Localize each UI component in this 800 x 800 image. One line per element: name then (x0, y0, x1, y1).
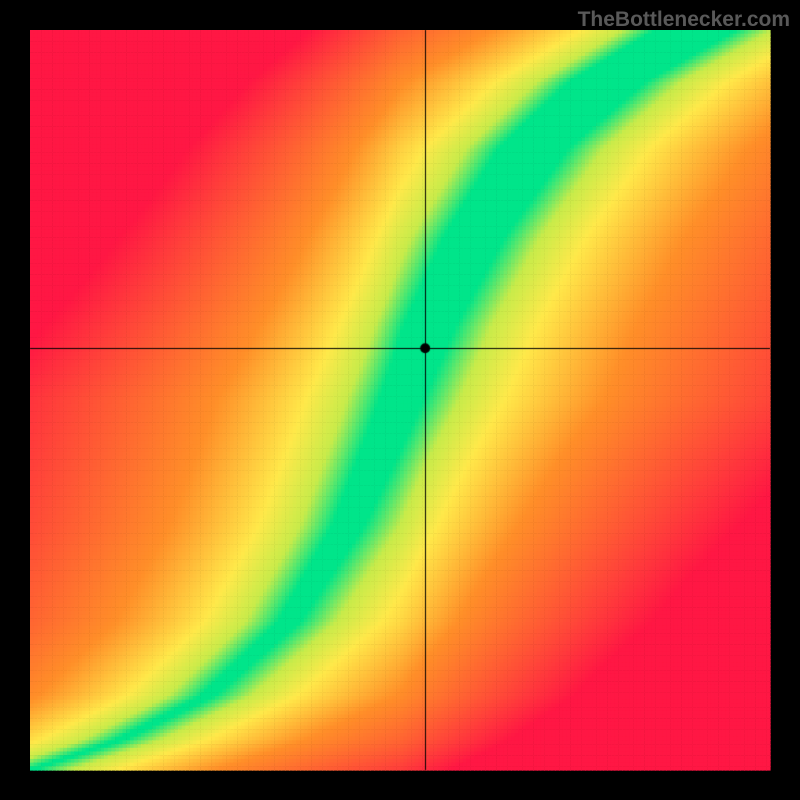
heatmap-canvas (0, 0, 800, 800)
chart-container: TheBottlenecker.com (0, 0, 800, 800)
